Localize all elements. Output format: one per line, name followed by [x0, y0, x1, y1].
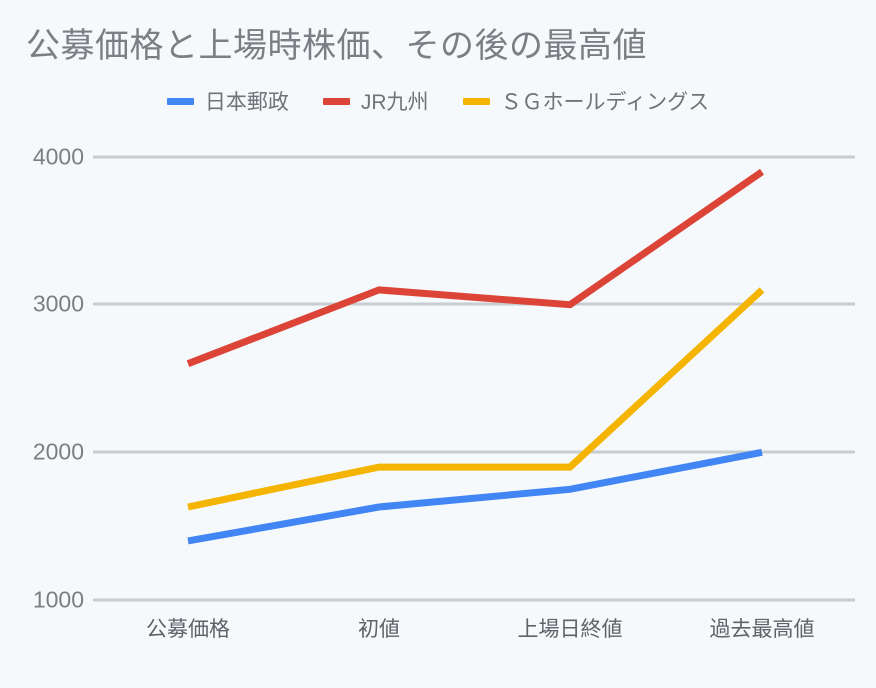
- chart-legend: 日本郵政 JR九州 ＳＧホールディングス: [0, 86, 876, 116]
- series-line-jr-kyushu: [186, 168, 764, 367]
- series-line-sg-holdings: [187, 287, 765, 511]
- legend-label-nippon-yusei: 日本郵政: [204, 91, 289, 114]
- y-tick-1000: 1000: [32, 586, 84, 613]
- y-tick-3000: 3000: [32, 290, 84, 317]
- x-tick-joubabi-owarine: 上場日終値: [517, 618, 623, 641]
- x-tick-hatsune: 初値: [358, 618, 400, 641]
- legend-swatch-icon-yellow: [462, 97, 490, 105]
- chart-title: 公募価格と上場時株価、その後の最高値: [26, 27, 647, 65]
- gridlines: [93, 155, 855, 602]
- x-tick-koubo-kakaku: 公募価格: [146, 618, 230, 641]
- x-tick-kako-saikouchi: 過去最高値: [709, 618, 815, 641]
- series-line-nippon-yusei: [187, 448, 763, 545]
- y-tick-4000: 4000: [32, 143, 84, 170]
- legend-swatch-icon-blue: [166, 97, 194, 105]
- legend-swatch-icon-red: [322, 97, 350, 105]
- legend-item-jr-kyushu[interactable]: JR九州: [322, 86, 429, 116]
- legend-label-sg-holdings: ＳＧホールディングス: [500, 91, 710, 114]
- legend-item-nippon-yusei[interactable]: 日本郵政: [166, 86, 289, 116]
- data-series-group: [186, 168, 765, 545]
- legend-item-sg-holdings[interactable]: ＳＧホールディングス: [462, 86, 710, 116]
- y-tick-2000: 2000: [32, 438, 84, 465]
- y-axis: 4000 3000 2000 1000: [0, 0, 84, 688]
- legend-label-jr-kyushu: JR九州: [360, 91, 429, 114]
